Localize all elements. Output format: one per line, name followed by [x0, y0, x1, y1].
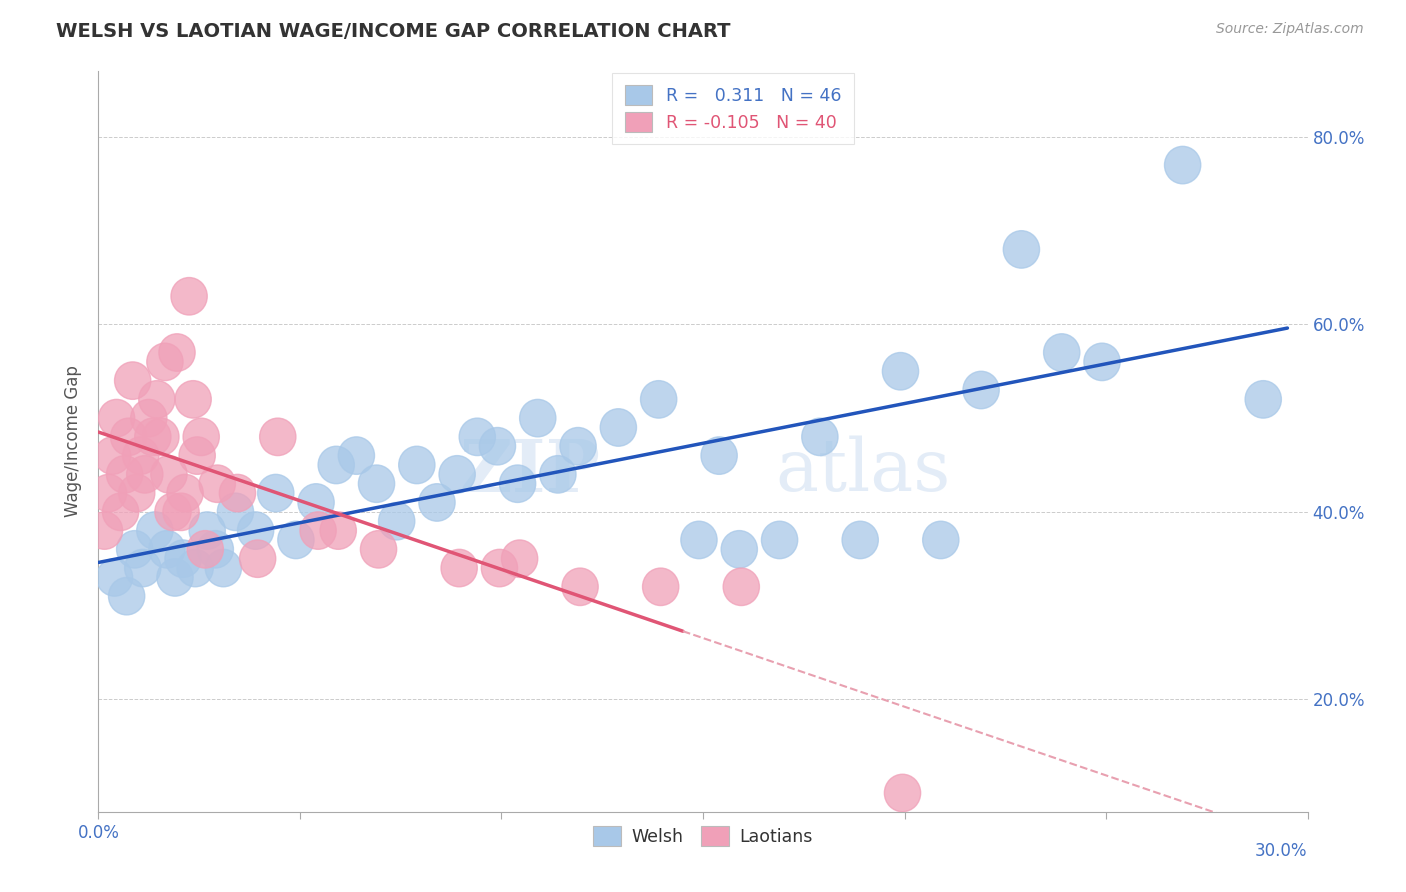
- Ellipse shape: [479, 427, 516, 465]
- Ellipse shape: [177, 549, 214, 587]
- Ellipse shape: [219, 475, 256, 512]
- Ellipse shape: [441, 549, 477, 587]
- Ellipse shape: [218, 493, 253, 531]
- Ellipse shape: [155, 493, 191, 531]
- Ellipse shape: [339, 437, 374, 475]
- Ellipse shape: [842, 521, 879, 558]
- Ellipse shape: [187, 531, 224, 568]
- Ellipse shape: [205, 549, 242, 587]
- Ellipse shape: [86, 512, 122, 549]
- Ellipse shape: [1246, 381, 1281, 418]
- Ellipse shape: [122, 437, 159, 475]
- Ellipse shape: [299, 512, 336, 549]
- Ellipse shape: [1004, 231, 1039, 268]
- Ellipse shape: [600, 409, 637, 446]
- Ellipse shape: [260, 418, 295, 456]
- Ellipse shape: [135, 418, 172, 456]
- Ellipse shape: [884, 774, 921, 812]
- Text: atlas: atlas: [776, 436, 950, 507]
- Ellipse shape: [359, 465, 395, 502]
- Ellipse shape: [127, 456, 163, 493]
- Ellipse shape: [721, 531, 758, 568]
- Ellipse shape: [419, 483, 456, 521]
- Ellipse shape: [321, 512, 356, 549]
- Ellipse shape: [197, 531, 233, 568]
- Ellipse shape: [883, 352, 918, 390]
- Ellipse shape: [125, 549, 160, 587]
- Ellipse shape: [257, 475, 294, 512]
- Ellipse shape: [499, 465, 536, 502]
- Ellipse shape: [167, 475, 204, 512]
- Ellipse shape: [481, 549, 517, 587]
- Ellipse shape: [149, 531, 186, 568]
- Ellipse shape: [681, 521, 717, 558]
- Text: WELSH VS LAOTIAN WAGE/INCOME GAP CORRELATION CHART: WELSH VS LAOTIAN WAGE/INCOME GAP CORRELA…: [56, 22, 731, 41]
- Ellipse shape: [159, 334, 195, 371]
- Ellipse shape: [111, 418, 146, 456]
- Ellipse shape: [238, 512, 274, 549]
- Ellipse shape: [502, 540, 537, 577]
- Ellipse shape: [97, 558, 132, 596]
- Ellipse shape: [146, 343, 183, 381]
- Text: 30.0%: 30.0%: [1256, 842, 1308, 860]
- Ellipse shape: [103, 493, 139, 531]
- Ellipse shape: [239, 540, 276, 577]
- Ellipse shape: [114, 362, 150, 400]
- Ellipse shape: [560, 427, 596, 465]
- Ellipse shape: [200, 465, 235, 502]
- Ellipse shape: [540, 456, 576, 493]
- Ellipse shape: [643, 568, 679, 606]
- Ellipse shape: [762, 521, 797, 558]
- Ellipse shape: [117, 531, 153, 568]
- Ellipse shape: [298, 483, 335, 521]
- Y-axis label: Wage/Income Gap: Wage/Income Gap: [65, 366, 83, 517]
- Ellipse shape: [179, 437, 215, 475]
- Ellipse shape: [183, 418, 219, 456]
- Ellipse shape: [801, 418, 838, 456]
- Ellipse shape: [172, 277, 207, 315]
- Ellipse shape: [108, 577, 145, 615]
- Ellipse shape: [702, 437, 737, 475]
- Ellipse shape: [131, 400, 167, 437]
- Ellipse shape: [139, 381, 174, 418]
- Ellipse shape: [723, 568, 759, 606]
- Ellipse shape: [520, 400, 555, 437]
- Ellipse shape: [165, 540, 201, 577]
- Text: Source: ZipAtlas.com: Source: ZipAtlas.com: [1216, 22, 1364, 37]
- Ellipse shape: [922, 521, 959, 558]
- Ellipse shape: [1084, 343, 1121, 381]
- Ellipse shape: [439, 456, 475, 493]
- Ellipse shape: [963, 371, 1000, 409]
- Ellipse shape: [157, 558, 193, 596]
- Ellipse shape: [641, 381, 676, 418]
- Ellipse shape: [278, 521, 314, 558]
- Ellipse shape: [460, 418, 495, 456]
- Ellipse shape: [94, 437, 131, 475]
- Ellipse shape: [399, 446, 434, 483]
- Legend: Welsh, Laotians: Welsh, Laotians: [585, 817, 821, 855]
- Ellipse shape: [188, 512, 225, 549]
- Ellipse shape: [1164, 146, 1201, 184]
- Ellipse shape: [562, 568, 598, 606]
- Text: ZIP: ZIP: [460, 435, 600, 507]
- Ellipse shape: [118, 475, 155, 512]
- Ellipse shape: [143, 418, 179, 456]
- Ellipse shape: [163, 493, 200, 531]
- Ellipse shape: [174, 381, 211, 418]
- Ellipse shape: [360, 531, 396, 568]
- Ellipse shape: [107, 456, 143, 493]
- Ellipse shape: [90, 475, 127, 512]
- Ellipse shape: [136, 512, 173, 549]
- Ellipse shape: [98, 400, 135, 437]
- Ellipse shape: [1043, 334, 1080, 371]
- Ellipse shape: [318, 446, 354, 483]
- Ellipse shape: [378, 502, 415, 540]
- Ellipse shape: [150, 456, 187, 493]
